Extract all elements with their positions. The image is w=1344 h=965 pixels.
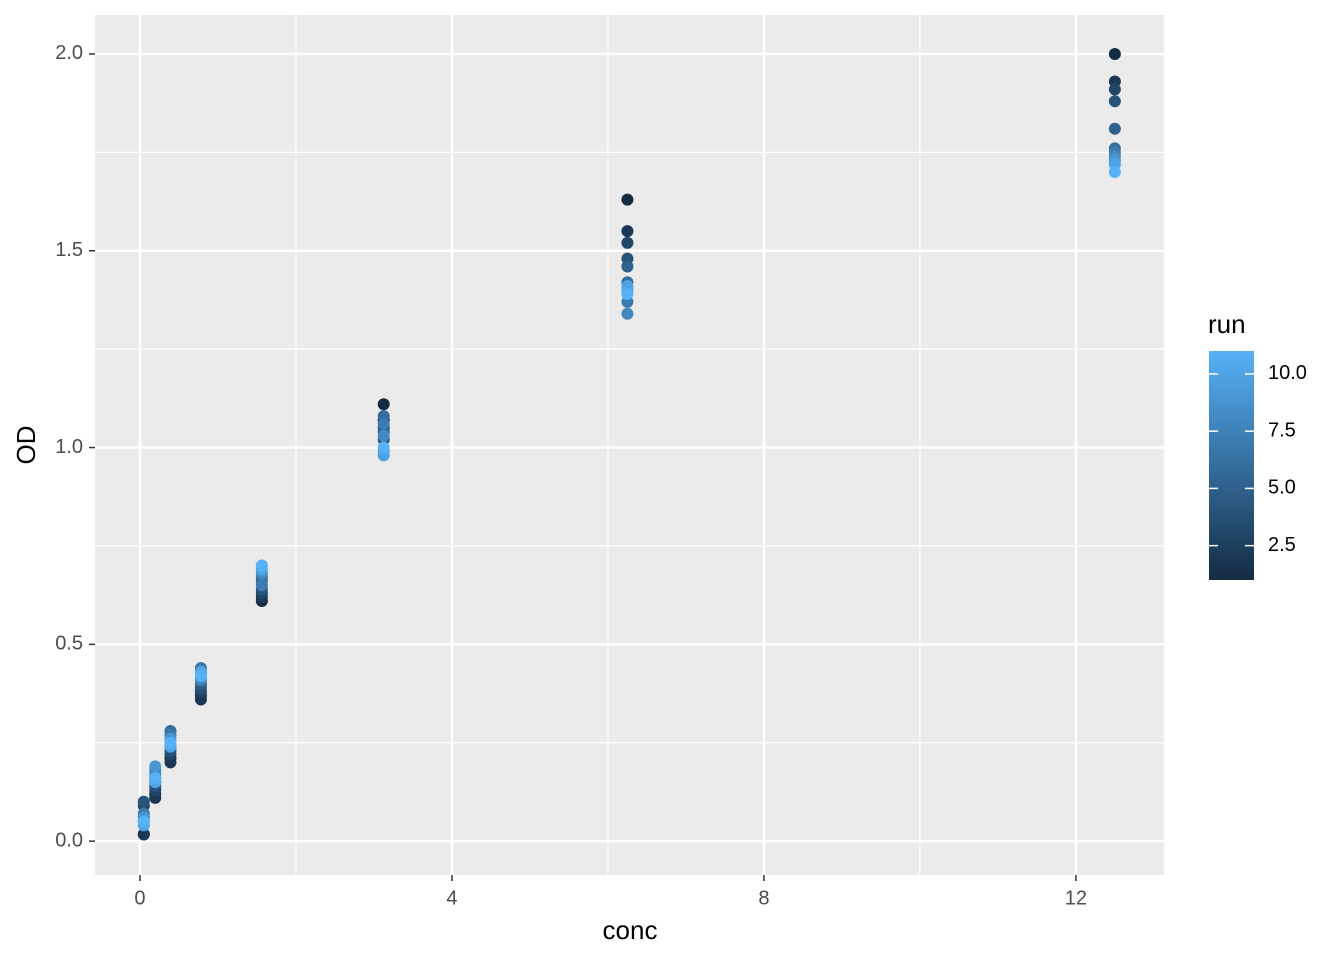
x-tick-label: 8 (758, 887, 769, 909)
point (621, 260, 634, 273)
point (255, 559, 268, 572)
y-tick-label: 1.0 (55, 436, 83, 458)
point (137, 795, 150, 808)
y-axis-title: OD (11, 426, 41, 465)
grid (95, 15, 1164, 875)
legend: run 2.5 5.0 7.5 10.0 (1208, 309, 1307, 580)
colorbar-tick-label: 7.5 (1268, 419, 1296, 441)
x-tick-label: 12 (1065, 887, 1087, 909)
point (137, 815, 150, 828)
point (377, 398, 390, 411)
point (1108, 95, 1121, 108)
x-tick-label: 4 (446, 887, 457, 909)
x-axis-title: conc (603, 915, 658, 945)
points (137, 47, 1121, 841)
colorbar (1209, 351, 1254, 580)
point (621, 307, 634, 320)
y-tick-label: 2.0 (55, 42, 83, 64)
point (621, 288, 634, 301)
y-tick-label: 0.0 (55, 829, 83, 851)
point (1108, 47, 1121, 60)
point (164, 736, 177, 749)
point (377, 417, 390, 430)
point (1108, 83, 1121, 96)
y-tick-label: 1.5 (55, 239, 83, 261)
point (621, 193, 634, 206)
panel-background (95, 15, 1164, 875)
x-tick-label: 0 (134, 887, 145, 909)
point (149, 760, 162, 773)
colorbar-tick-label: 2.5 (1268, 534, 1296, 556)
point (1108, 122, 1121, 135)
axes: 0 4 8 12 0.0 0.5 1.0 1.5 2.0 (55, 42, 1087, 909)
point (1108, 166, 1121, 179)
point (137, 828, 150, 841)
point (149, 772, 162, 785)
point (255, 579, 268, 592)
legend-title: run (1208, 309, 1246, 339)
colorbar-tick-label: 5.0 (1268, 477, 1296, 499)
point (377, 441, 390, 454)
colorbar-tick-label: 10.0 (1268, 362, 1307, 384)
point (194, 669, 207, 682)
point (621, 236, 634, 249)
point (621, 225, 634, 238)
point (377, 429, 390, 442)
y-tick-label: 0.5 (55, 633, 83, 655)
